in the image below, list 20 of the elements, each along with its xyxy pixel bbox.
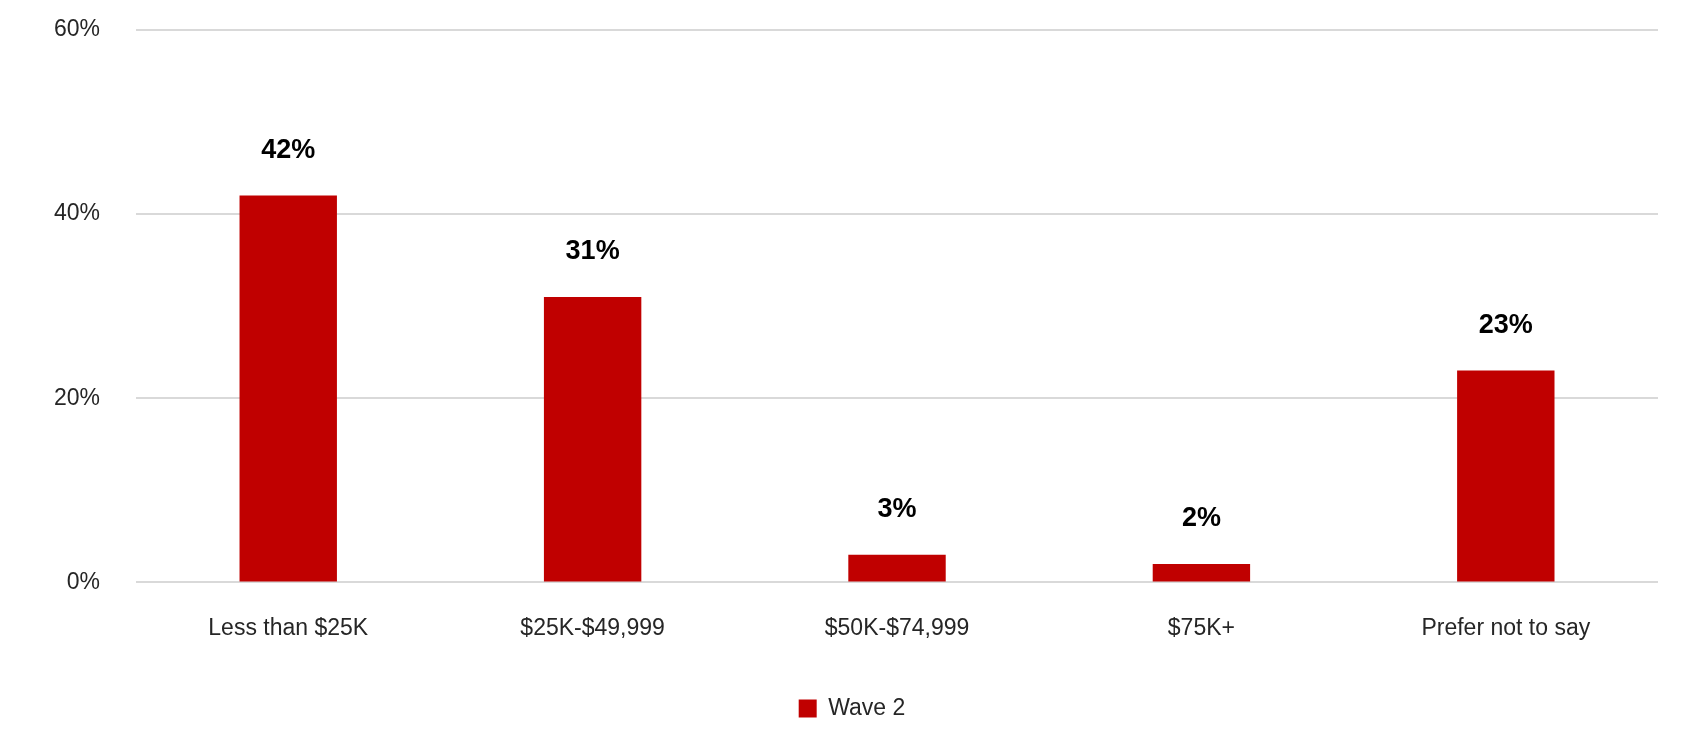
x-tick-label: Prefer not to say <box>1421 613 1591 640</box>
text: 31% <box>565 234 620 265</box>
y-tick-label: 20% <box>53 383 101 410</box>
text: 2% <box>1181 501 1221 532</box>
bar <box>543 296 642 582</box>
bar <box>239 195 337 582</box>
text: 42% <box>261 133 316 164</box>
legend-label: Wave 2 <box>828 693 906 720</box>
y-tick-label: 60% <box>53 15 101 42</box>
bar <box>848 554 946 582</box>
x-tick-label: $25K-$49,999 <box>520 613 665 640</box>
x-tick-label: Less than $25K <box>208 613 369 640</box>
x-tick-label: $75K+ <box>1167 613 1235 640</box>
x-tick-label: $50K-$74,999 <box>824 613 970 640</box>
bar <box>1457 370 1555 582</box>
y-tick-label: 40% <box>53 199 101 226</box>
text: 3% <box>877 492 917 523</box>
bar <box>1152 563 1251 582</box>
y-tick-label: 0% <box>66 567 101 594</box>
text: 23% <box>1478 308 1533 339</box>
